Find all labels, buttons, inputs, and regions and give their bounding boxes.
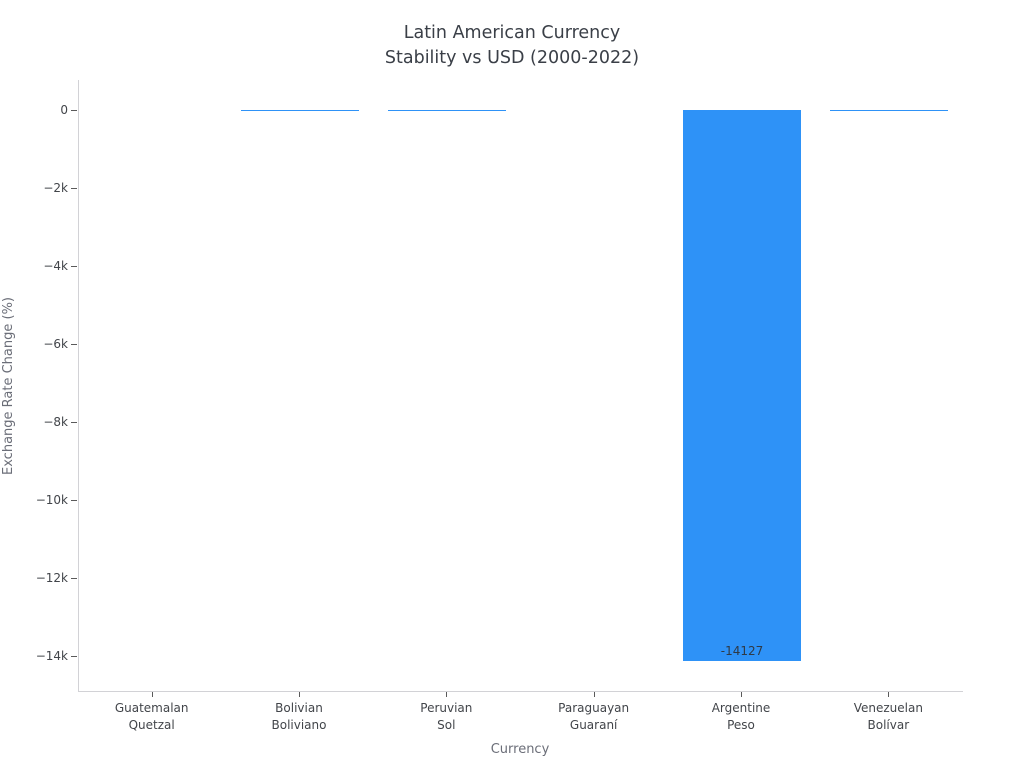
x-tick-label-line: Peso [727, 718, 755, 732]
x-tick-label-line: Paraguayan [558, 701, 630, 715]
y-tick-label: −14k [35, 649, 68, 663]
x-tick-label-line: Guatemalan [114, 701, 189, 715]
x-tick-label-line: Boliviano [271, 718, 327, 732]
y-tick-label: −4k [43, 258, 68, 273]
y-tick-mark [71, 422, 77, 423]
x-tick-label-line: Argentine [711, 701, 771, 715]
x-tick-mark [151, 692, 153, 697]
plot-area[interactable]: -14127 [78, 80, 963, 692]
x-tick-label-line: Quetzal [128, 718, 175, 732]
x-tick-label-line: Guaraní [569, 718, 618, 732]
x-tick-mark [888, 692, 890, 697]
chart-title-line-1: Latin American Currency [403, 23, 621, 43]
y-tick-mark [71, 187, 77, 189]
x-tick-label-line: Peruvian [420, 701, 473, 715]
x-tick-mark [299, 692, 300, 697]
y-tick-mark [71, 578, 77, 579]
y-tick-label: −10k [35, 493, 68, 507]
x-tick-mark [446, 692, 448, 697]
x-tick-label-argentine-peso: Argentine Peso [668, 700, 814, 734]
x-tick-label-line: Bolívar [867, 718, 910, 732]
x-tick-label-bolivian-boliviano: Bolivian Boliviano [226, 700, 372, 734]
x-tick-label-line: Bolivian [275, 701, 323, 715]
x-tick-mark [593, 692, 595, 697]
x-tick-label-venezuelan-bolivar: Venezuelan Bolívar [815, 700, 961, 734]
bar-argentine-peso[interactable] [683, 109, 801, 661]
y-tick-mark [71, 344, 77, 345]
x-tick-label-guatemalan-quetzal: Guatemalan Quetzal [79, 700, 225, 734]
x-tick-label-line: Venezuelan [853, 701, 923, 715]
x-tick-label-paraguayan-guarani: Paraguayan Guaraní [521, 700, 667, 734]
bar-peruvian-sol[interactable] [388, 109, 507, 112]
x-tick-label-line: Sol [437, 718, 456, 732]
y-tick-label: 0 [60, 102, 68, 117]
chart-title-line-2: Stability vs USD (2000-2022) [384, 48, 640, 68]
y-tick-mark [71, 265, 77, 267]
x-tick-label-peruvian-sol: Peruvian Sol [373, 700, 519, 734]
x-axis-title: Currency [490, 742, 550, 757]
y-tick-mark [71, 656, 77, 657]
y-tick-label: −8k [43, 415, 68, 429]
y-tick-label: −2k [43, 180, 68, 195]
x-tick-mark [741, 692, 742, 697]
y-tick-label: −12k [35, 571, 68, 585]
y-tick-label: −6k [43, 337, 68, 351]
y-axis-title: Exchange Rate Change (%) [1, 297, 16, 475]
chart-title: Latin American Currency Stability vs USD… [0, 21, 1024, 71]
y-tick-mark [71, 500, 77, 501]
y-tick-mark [71, 109, 77, 111]
